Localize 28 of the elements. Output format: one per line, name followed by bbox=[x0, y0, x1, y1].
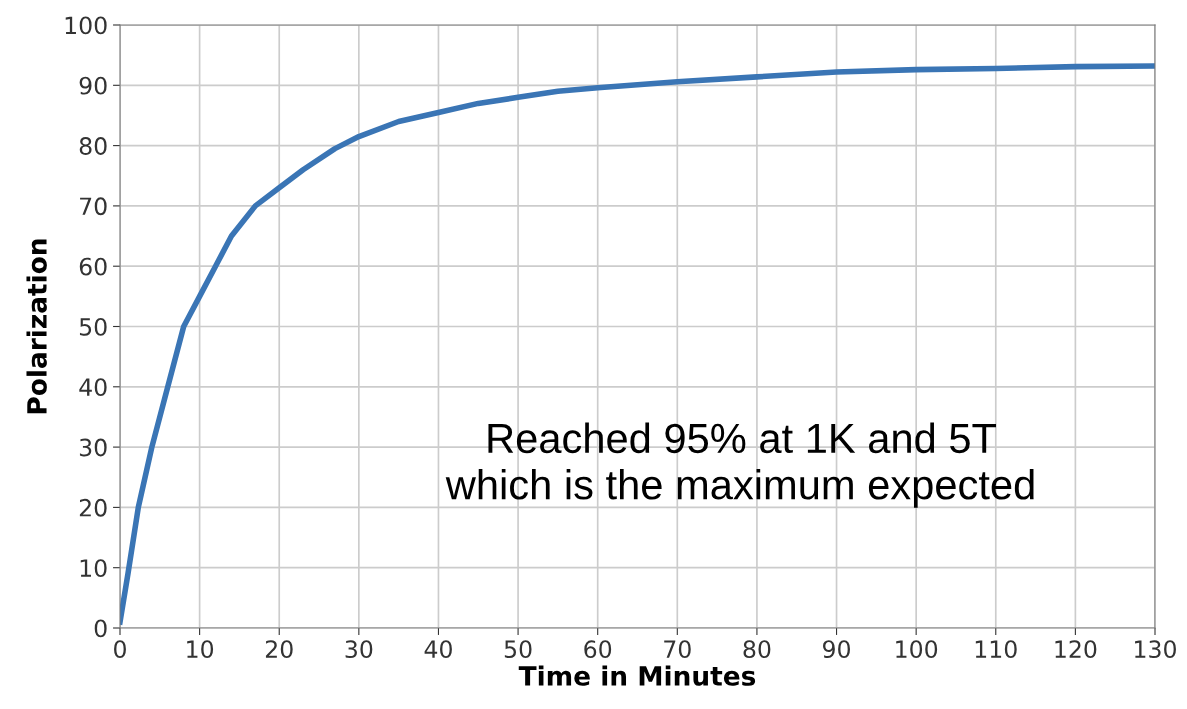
y-axis-title: Polarization bbox=[26, 239, 47, 414]
y-tick-label: 20 bbox=[79, 498, 107, 517]
x-tick-label: 100 bbox=[896, 640, 938, 659]
x-tick-label: 80 bbox=[743, 640, 771, 659]
y-tick-label: 60 bbox=[79, 257, 107, 276]
x-tick-label: 40 bbox=[424, 640, 452, 659]
x-tick-label: 110 bbox=[975, 640, 1017, 659]
y-tick-label: 100 bbox=[65, 16, 107, 35]
x-tick-label: 0 bbox=[114, 640, 126, 659]
x-tick-label: 120 bbox=[1055, 640, 1097, 659]
x-tick-label: 130 bbox=[1135, 640, 1176, 659]
y-tick-label: 40 bbox=[79, 378, 107, 397]
annotation: Reached 95% at 1K and 5T which is the maximum expected bbox=[445, 422, 1034, 508]
y-tick-label: 80 bbox=[79, 137, 107, 155]
x-tick-label: 30 bbox=[345, 640, 373, 659]
x-tick-label: 90 bbox=[823, 640, 850, 659]
y-tick-label: 10 bbox=[80, 559, 107, 578]
y-tick-label: 90 bbox=[79, 76, 107, 95]
y-tick-label: 50 bbox=[79, 317, 107, 336]
x-tick-label: 50 bbox=[504, 640, 532, 659]
y-tick-label: 30 bbox=[79, 438, 107, 457]
x-tick-label: 20 bbox=[265, 640, 293, 659]
x-tick-label: 60 bbox=[584, 640, 612, 659]
y-tick-label: 0 bbox=[94, 619, 107, 638]
x-tick-label: 10 bbox=[187, 640, 214, 659]
x-tick-label: 70 bbox=[664, 640, 691, 659]
y-tick-label: 70 bbox=[80, 197, 107, 216]
x-axis-title: Time in Minutes bbox=[518, 665, 756, 686]
